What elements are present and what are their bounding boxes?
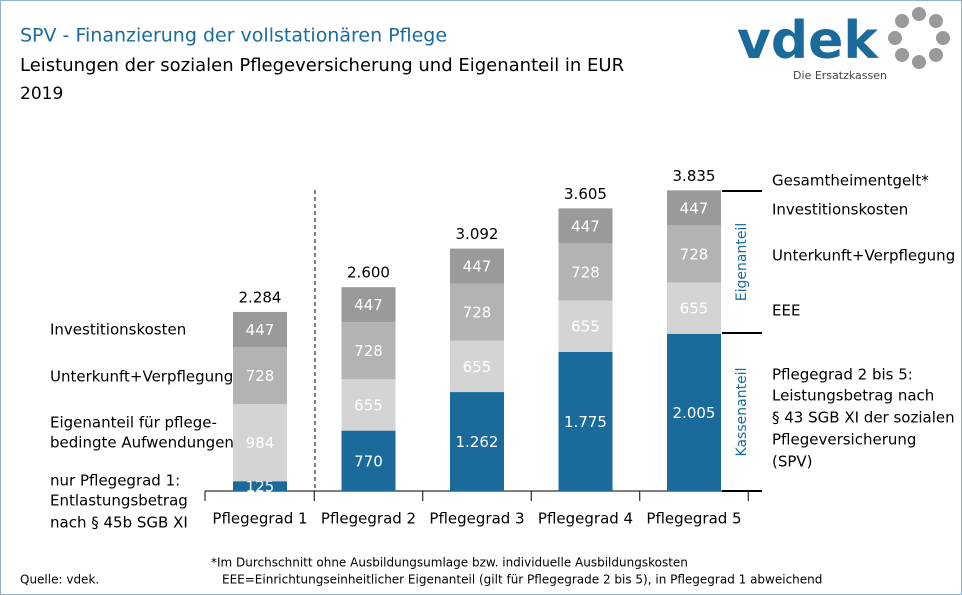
total-label: 3.092	[456, 225, 499, 243]
bar-segment	[233, 346, 287, 405]
legend-label: Pflegeversicherung	[772, 431, 916, 449]
value-label: 2.005	[673, 404, 716, 422]
bar-segment	[558, 243, 613, 301]
left-label: Unterkunft+Verpflegung	[50, 368, 233, 386]
source: Quelle: vdek.	[20, 573, 99, 587]
footnote: *Im Durchschnitt ohne Ausbildungsumlage …	[211, 556, 688, 570]
total-label: 3.605	[564, 185, 607, 203]
x-tick-label: Pflegegrad 4	[538, 510, 633, 528]
bracket-label: Kassenanteil	[734, 368, 750, 457]
legend-label: (SPV)	[772, 453, 813, 471]
x-tick-label: Pflegegrad 2	[321, 510, 416, 528]
logo-dot	[912, 7, 926, 21]
value-label: 728	[571, 263, 600, 281]
value-label: 728	[354, 342, 383, 360]
logo-ring	[888, 7, 950, 69]
left-label: bedingte Aufwendungen	[50, 434, 234, 452]
value-label: 728	[463, 304, 492, 322]
bar-segment	[558, 300, 613, 352]
bar-segment	[450, 248, 504, 284]
value-label: 655	[571, 318, 600, 336]
bar-segment	[341, 322, 396, 380]
value-label: 125	[246, 478, 275, 496]
logo-dot	[888, 31, 902, 45]
legend-label: Unterkunft+Verpflegung	[772, 247, 955, 265]
bar-segment	[558, 351, 613, 491]
value-label: 655	[680, 300, 709, 318]
value-label: 655	[463, 358, 492, 376]
bar-segment	[450, 392, 504, 491]
legend-label: Pflegegrad 2 bis 5:	[772, 366, 913, 384]
legend-label: Leistungsbetrag nach	[772, 387, 934, 405]
bar-segment	[233, 404, 287, 482]
bar-segment	[341, 287, 396, 323]
legend-label: Investitionskosten	[772, 201, 908, 219]
value-label: 984	[246, 434, 275, 452]
value-label: 1.775	[564, 413, 607, 431]
left-label: nur Pflegegrad 1:	[50, 472, 180, 490]
bar-segment	[558, 208, 613, 244]
total-label: 3.835	[673, 167, 716, 185]
logo-dot	[936, 31, 950, 45]
logo-dot	[928, 14, 943, 29]
value-label: 447	[354, 296, 383, 314]
bar-segment	[450, 340, 504, 393]
left-label: Eigenanteil für pflege-	[50, 414, 217, 432]
logo-dot	[928, 47, 943, 62]
legend-label: § 43 SGB XI der sozialen	[772, 409, 955, 427]
total-label: 2.600	[347, 264, 390, 282]
left-label: nach § 45b SGB XI	[50, 514, 188, 532]
bar-segment	[667, 225, 721, 283]
value-label: 447	[246, 321, 275, 339]
value-label: 728	[246, 367, 275, 385]
bar-segment	[341, 379, 396, 431]
x-tick-label: Pflegegrad 3	[429, 510, 524, 528]
footnote: EEE=Einrichtungseinheitlicher Eigenantei…	[222, 573, 822, 587]
value-label: 728	[680, 245, 709, 263]
bar-segment	[233, 481, 287, 491]
legend-label: EEE	[772, 302, 800, 320]
year: 2019	[20, 84, 63, 104]
bar-segment	[233, 311, 287, 347]
value-label: 447	[463, 258, 492, 276]
bar-segment	[667, 190, 721, 226]
value-label: 655	[354, 396, 383, 414]
bar-segment	[450, 283, 504, 341]
title: SPV - Finanzierung der vollstationären P…	[20, 25, 447, 47]
value-label: 770	[354, 452, 383, 470]
value-label: 447	[680, 199, 709, 217]
x-tick-label: Pflegegrad 5	[646, 510, 741, 528]
value-label: 1.262	[456, 433, 499, 451]
logo-dot	[895, 14, 910, 29]
subtitle: Leistungen der sozialen Pflegeversicheru…	[20, 55, 624, 76]
total-label: 2.284	[239, 288, 282, 306]
x-tick-label: Pflegegrad 1	[212, 510, 307, 528]
logo-dot	[912, 55, 926, 69]
bar-segment	[667, 282, 721, 334]
logo-tagline: Die Ersatzkassen	[793, 69, 887, 82]
logo: vdek	[737, 11, 879, 71]
bar-segment	[341, 430, 396, 491]
logo-dot	[895, 47, 910, 62]
value-label: 447	[571, 217, 600, 235]
left-label: Entlastungsbetrag	[50, 492, 188, 510]
bar-segment	[667, 333, 721, 491]
left-label: Investitionskosten	[50, 321, 186, 339]
bracket-label: Eigenanteil	[734, 223, 750, 301]
legend-label: Gesamtheimentgelt*	[772, 172, 929, 190]
